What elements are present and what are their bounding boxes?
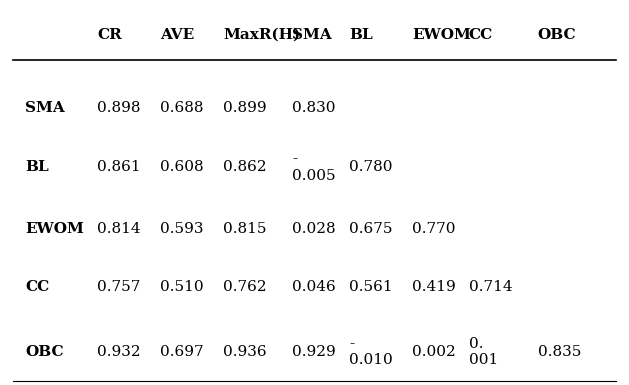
- Text: 0.898: 0.898: [97, 101, 141, 115]
- Text: 0.861: 0.861: [97, 161, 141, 174]
- Text: 0.046: 0.046: [292, 280, 337, 294]
- Text: 0.
001: 0. 001: [469, 337, 498, 367]
- Text: 0.510: 0.510: [160, 280, 204, 294]
- Text: CC: CC: [25, 280, 50, 294]
- Text: 0.814: 0.814: [97, 222, 141, 236]
- Text: 0.593: 0.593: [160, 222, 204, 236]
- Text: -
0.005: - 0.005: [292, 152, 336, 182]
- Text: CR: CR: [97, 28, 122, 42]
- Text: 0.608: 0.608: [160, 161, 204, 174]
- Text: 0.899: 0.899: [223, 101, 267, 115]
- Text: OBC: OBC: [538, 28, 576, 42]
- Text: 0.419: 0.419: [412, 280, 456, 294]
- Text: 0.862: 0.862: [223, 161, 267, 174]
- Text: 0.688: 0.688: [160, 101, 204, 115]
- Text: 0.770: 0.770: [412, 222, 455, 236]
- Text: 0.835: 0.835: [538, 345, 581, 359]
- Text: 0.002: 0.002: [412, 345, 456, 359]
- Text: 0.028: 0.028: [292, 222, 336, 236]
- Text: SMA: SMA: [25, 101, 65, 115]
- Text: BL: BL: [25, 161, 49, 174]
- Text: 0.830: 0.830: [292, 101, 336, 115]
- Text: OBC: OBC: [25, 345, 64, 359]
- Text: CC: CC: [469, 28, 493, 42]
- Text: MaxR(H): MaxR(H): [223, 28, 301, 42]
- Text: 0.780: 0.780: [349, 161, 392, 174]
- Text: 0.815: 0.815: [223, 222, 267, 236]
- Text: 0.675: 0.675: [349, 222, 392, 236]
- Text: 0.561: 0.561: [349, 280, 392, 294]
- Text: 0.936: 0.936: [223, 345, 267, 359]
- Text: BL: BL: [349, 28, 373, 42]
- Text: SMA: SMA: [292, 28, 332, 42]
- Text: 0.929: 0.929: [292, 345, 337, 359]
- Text: 0.714: 0.714: [469, 280, 512, 294]
- Text: AVE: AVE: [160, 28, 194, 42]
- Text: 0.757: 0.757: [97, 280, 141, 294]
- Text: 0.932: 0.932: [97, 345, 141, 359]
- Text: EWOM: EWOM: [25, 222, 84, 236]
- Text: -
0.010: - 0.010: [349, 337, 393, 367]
- Text: 0.762: 0.762: [223, 280, 267, 294]
- Text: EWOM: EWOM: [412, 28, 471, 42]
- Text: 0.697: 0.697: [160, 345, 204, 359]
